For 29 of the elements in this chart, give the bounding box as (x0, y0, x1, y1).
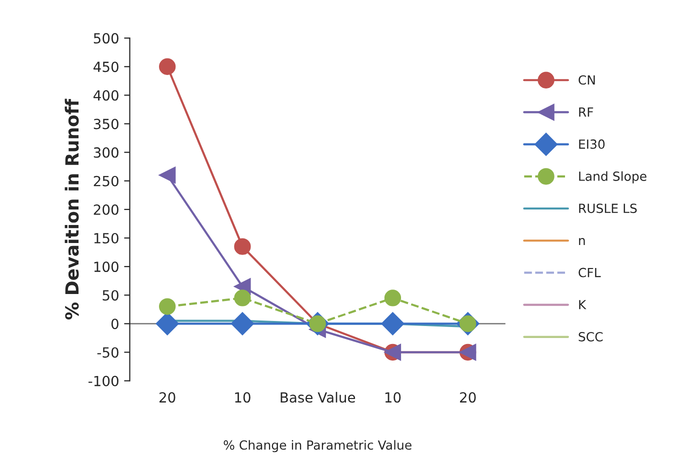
legend-label: Land Slope (579, 171, 646, 184)
y-tick-label: 150 (94, 232, 118, 244)
legend-label: K (579, 300, 586, 310)
legend-label: RF (579, 107, 594, 117)
y-tick-label: 200 (94, 204, 118, 215)
x-tick-label: 20 (460, 392, 476, 403)
y-tick-label: 450 (94, 62, 118, 72)
legend-label: CFL (578, 268, 601, 278)
legend-label: n (579, 238, 585, 245)
y-axis-title: % Devaition in Runoff (64, 98, 79, 320)
y-tick-label: 350 (94, 118, 118, 130)
x-tick-label: 10 (385, 392, 401, 403)
y-tick-label: 500 (94, 33, 118, 44)
y-tick-label: 400 (94, 90, 118, 101)
x-tick-label: 10 (235, 392, 250, 403)
y-tick-label: 50 (102, 290, 118, 301)
y-tick-label: -100 (88, 376, 118, 386)
legend-label: SCC (578, 332, 603, 342)
legend-label: EI30 (579, 139, 605, 149)
x-tick-label: Base Value (280, 392, 356, 403)
x-tick-label: 20 (160, 392, 176, 403)
y-tick-label: 100 (94, 262, 118, 272)
y-tick-label: 0 (111, 318, 118, 330)
y-tick-label: 300 (94, 147, 118, 158)
y-tick-label: -50 (97, 347, 118, 358)
legend-label: RUSLE LS (579, 204, 637, 214)
legend-label: CN (578, 75, 595, 85)
y-tick-label: 250 (94, 176, 118, 186)
x-axis-title: % Change in Parametric Value (224, 440, 412, 452)
